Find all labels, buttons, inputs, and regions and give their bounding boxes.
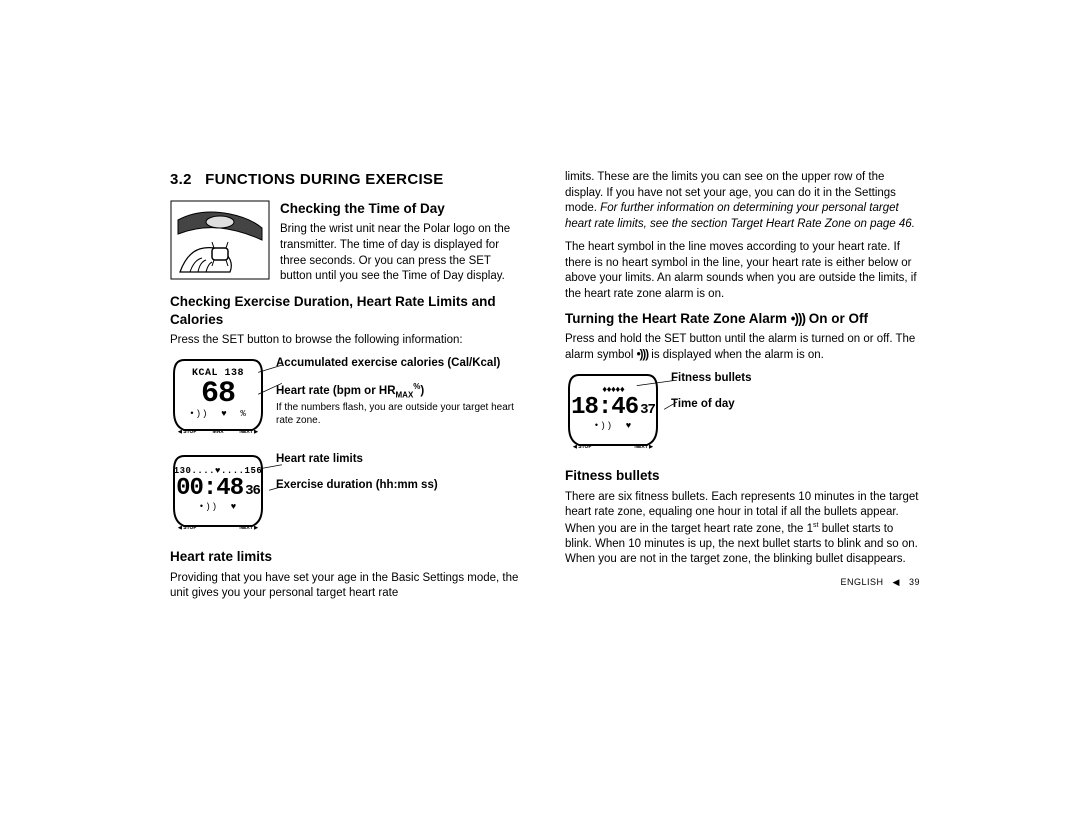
watch2-row: 130....♥....156 00:48 36 •)) ♥ ◀ STOP NE… [170, 452, 525, 534]
fb-body: There are six fitness bullets. Each repr… [565, 490, 920, 568]
check-dur-heading: Checking Exercise Duration, Heart Rate L… [170, 293, 525, 329]
watch2-big: 00:48 [176, 477, 243, 501]
watch2-stop: ◀ STOP [178, 525, 197, 532]
watch1-row: KCAL 138 68 •)) ♥ % ◀ STOP MAX NEXT ▶ Ac… [170, 356, 525, 438]
section-title: FUNCTIONS DURING EXERCISE [205, 171, 443, 188]
right-p1: limits. These are the limits you can see… [565, 170, 920, 232]
right-p3: Press and hold the SET button until the … [565, 332, 920, 363]
watch3-label1: Fitness bullets [671, 371, 920, 387]
watch2-icons: •)) ♥ [199, 501, 237, 513]
hrl-heading: Heart rate limits [170, 548, 525, 566]
watch1-max: MAX [213, 429, 224, 436]
section-heading: 3.2 FUNCTIONS DURING EXERCISE [170, 170, 525, 190]
watch1: KCAL 138 68 •)) ♥ % ◀ STOP MAX NEXT ▶ [170, 356, 266, 438]
watch3-label2: Time of day [671, 397, 920, 413]
footer-lang: ENGLISH [841, 577, 884, 587]
fb-heading: Fitness bullets [565, 467, 920, 485]
watch3-row: ♦♦♦♦♦ 18:46 37 •)) ♥ ◀ STOP NEXT ▶ [565, 371, 920, 453]
wrist-illustration [170, 200, 270, 280]
watch2: 130....♥....156 00:48 36 •)) ♥ ◀ STOP NE… [170, 452, 266, 534]
watch1-stop: ◀ STOP [178, 429, 197, 436]
right-p2: The heart symbol in the line moves accor… [565, 240, 920, 302]
watch1-label1: Accumulated exercise calories (Cal/Kcal) [276, 356, 525, 372]
footer-arrow-icon: ◀ [893, 576, 900, 588]
watch2-label1: Heart rate limits [276, 452, 525, 468]
manual-page: 3.2 FUNCTIONS DURING EXERCISE Checking t… [170, 170, 920, 730]
watch3-sec: 37 [640, 403, 655, 417]
left-column: 3.2 FUNCTIONS DURING EXERCISE Checking t… [170, 170, 525, 730]
right-column: limits. These are the limits you can see… [565, 170, 920, 730]
watch3-big: 18:46 [571, 396, 638, 420]
section-number: 3.2 [170, 171, 192, 188]
watch2-label2: Exercise duration (hh:mm ss) [276, 478, 525, 494]
footer-page: 39 [909, 577, 920, 587]
alarm-heading: Turning the Heart Rate Zone Alarm •))) O… [565, 310, 920, 328]
watch2-next: NEXT ▶ [239, 525, 258, 532]
watch3-next: NEXT ▶ [634, 444, 653, 451]
watch1-label2: Heart rate (bpm or HRMAX%) [276, 385, 424, 397]
check-dur-body: Press the SET button to browse the follo… [170, 333, 525, 349]
watch1-icons: •)) ♥ % [189, 408, 247, 420]
page-footer: ENGLISH ◀ 39 [565, 576, 920, 588]
watch3-stop: ◀ STOP [573, 444, 592, 451]
hrl-body: Providing that you have set your age in … [170, 571, 525, 602]
watch1-next: NEXT ▶ [239, 429, 258, 436]
wrist-icon [170, 200, 270, 280]
watch3-icons: •)) ♥ [594, 420, 632, 432]
watch3: ♦♦♦♦♦ 18:46 37 •)) ♥ ◀ STOP NEXT ▶ [565, 371, 661, 453]
watch1-big: 68 [201, 381, 235, 408]
watch1-note: If the numbers flash, you are outside yo… [276, 401, 525, 427]
watch2-sec: 36 [245, 484, 260, 498]
